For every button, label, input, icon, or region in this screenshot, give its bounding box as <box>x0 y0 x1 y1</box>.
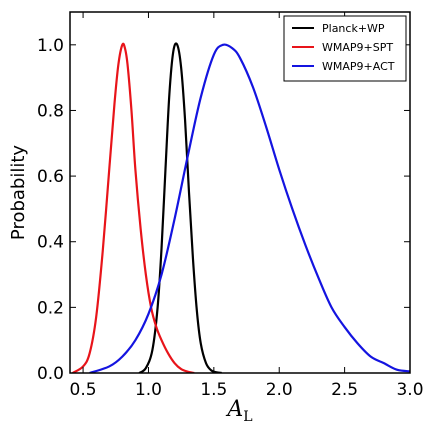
series-line-2 <box>72 42 195 373</box>
y-tick-label-0: 0.0 <box>37 364 64 384</box>
legend-box <box>283 15 407 82</box>
x-axis-label: AL <box>225 397 252 425</box>
axis-ticks <box>70 12 411 374</box>
legend-label-1: Planck+WP <box>322 22 385 35</box>
x-tick-label-0: 0.5 <box>70 380 97 400</box>
axis-tick-labels: 0.5 1.0 1.5 2.0 2.5 3.0 0.0 0.2 0.4 0.6 0.8 1.0 <box>37 36 424 400</box>
legend-label-2: WMAP9+SPT <box>322 41 393 54</box>
y-tick-label-2: 0.4 <box>37 233 64 253</box>
x-tick-label-3: 2.0 <box>266 380 293 400</box>
series-line-3 <box>89 43 410 373</box>
y-tick-label-4: 0.8 <box>37 101 64 121</box>
y-tick-label-3: 0.6 <box>37 167 64 187</box>
x-axis-label-main: A <box>225 397 243 422</box>
y-tick-label-1: 0.2 <box>37 298 64 318</box>
x-tick-label-2: 1.5 <box>200 380 227 400</box>
x-tick-label-4: 2.5 <box>331 380 358 400</box>
y-tick-label-5: 1.0 <box>37 36 64 56</box>
legend-label-3: WMAP9+ACT <box>322 60 395 73</box>
y-axis-label: Probability <box>8 145 29 240</box>
x-axis-label-subscript: L <box>243 409 252 425</box>
series-curves <box>72 42 410 373</box>
series-line-1 <box>138 42 222 373</box>
x-tick-label-5: 3.0 <box>396 380 423 400</box>
legend: Planck+WP WMAP9+SPT WMAP9+ACT <box>283 15 407 82</box>
plot-frame <box>69 11 411 374</box>
x-tick-label-1: 1.0 <box>135 380 162 400</box>
